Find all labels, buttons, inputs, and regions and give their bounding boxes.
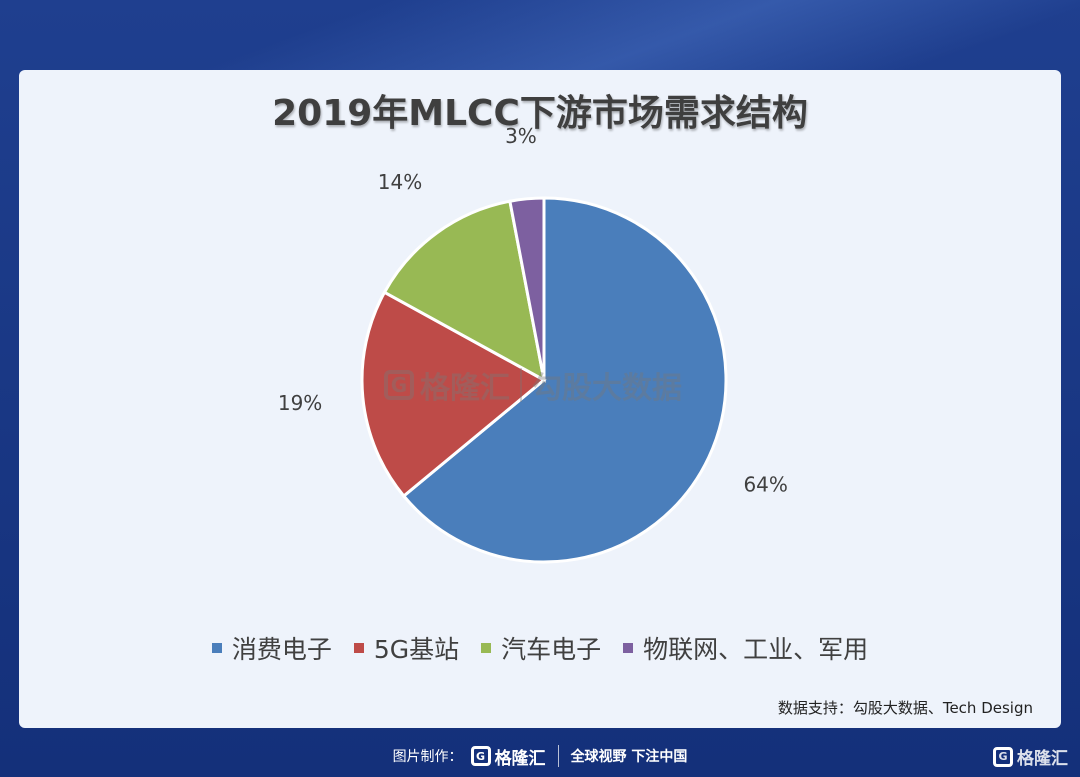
legend-item-4: 物联网、工业、军用: [623, 630, 868, 666]
legend-item-2: 5G基站: [353, 630, 460, 666]
legend-label-2: 5G基站: [373, 635, 460, 664]
corner-brand-text: 格隆汇: [1017, 749, 1068, 769]
corner-logo-icon: G: [993, 746, 1013, 767]
legend-label-1: 消费电子: [231, 635, 332, 664]
legend-swatch-3: [481, 643, 492, 653]
chart-legend: 消费电子 5G基站 汽车电子 物联网、工业、军用: [19, 630, 1061, 666]
legend-swatch-2: [353, 643, 364, 653]
watermark-logo-icon: G: [384, 370, 414, 400]
pie-chart: 64% 19% 14% 3%: [278, 124, 788, 564]
watermark-partner: 勾股大数据: [532, 371, 682, 406]
watermark-divider: [520, 368, 522, 402]
watermark: G 格隆汇 勾股大数据: [384, 363, 682, 407]
legend-label-4: 物联网、工业、军用: [643, 635, 869, 664]
watermark-brand: 格隆汇: [420, 371, 510, 406]
background-streak: [0, 0, 1080, 80]
footer-divider: [557, 745, 559, 767]
legend-swatch-1: [211, 643, 222, 653]
chart-panel: 2019年MLCC下游市场需求结构 64% 19% 14% 3% G 格隆汇 勾股大数…: [19, 70, 1061, 728]
footer: 图片制作： G 格隆汇 全球视野 下注中国: [0, 738, 1080, 774]
footer-logo-icon: G: [470, 746, 491, 766]
chart-title: 2019年MLCC下游市场需求结构: [272, 93, 808, 134]
legend-swatch-4: [623, 643, 634, 653]
legend-item-1: 消费电子: [211, 630, 332, 666]
pie-slice-4: [508, 196, 546, 381]
legend-item-3: 汽车电子: [481, 630, 601, 666]
footer-slogan: 全球视野 下注中国: [570, 749, 688, 765]
pie-label-3: 14%: [378, 170, 422, 194]
legend-label-3: 汽车电子: [501, 635, 602, 664]
footer-made-by-label: 图片制作：: [392, 749, 463, 765]
pie-slice-2: [360, 290, 547, 499]
pie-slice-1: [401, 196, 728, 564]
footer-brand: 格隆汇: [494, 748, 546, 769]
pie-slice-3: [382, 199, 547, 383]
pie-label-4: 3%: [505, 124, 537, 148]
pie-label-2: 19%: [278, 391, 322, 415]
data-source: 数据支持：勾股大数据、Tech Design: [777, 699, 1033, 717]
corner-brand: G 格隆汇: [993, 744, 1068, 769]
pie-label-1: 64%: [743, 472, 787, 496]
